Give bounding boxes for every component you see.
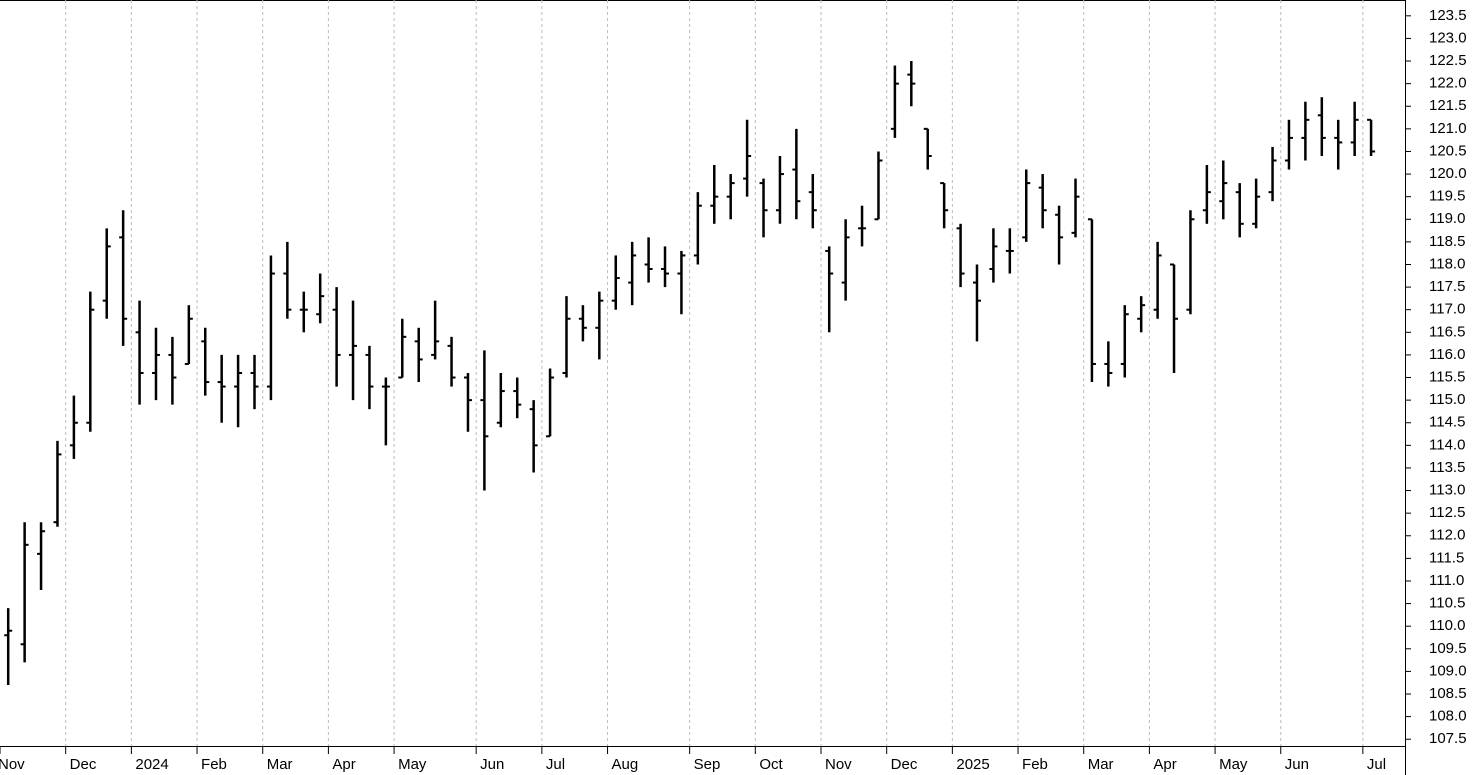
y-tick-label: 123.5 [1429, 7, 1467, 24]
y-tick-label: 112.0 [1429, 527, 1465, 544]
x-tick-label: Dec [70, 756, 97, 773]
y-tick-label: 116.5 [1429, 323, 1465, 340]
y-tick-label: 120.0 [1429, 165, 1467, 182]
x-tick-label: Nov [825, 756, 852, 773]
y-tick-label: 116.0 [1429, 346, 1465, 363]
y-tick-label: 117.0 [1429, 301, 1465, 318]
y-tick-label: 107.5 [1429, 730, 1467, 747]
x-tick-label: May [1219, 756, 1248, 773]
y-tick-label: 114.5 [1429, 414, 1465, 431]
x-tick-label: Mar [1088, 756, 1114, 773]
x-tick-label: Dec [891, 756, 918, 773]
y-tick-label: 119.0 [1429, 210, 1465, 227]
y-tick-label: 119.5 [1429, 188, 1465, 205]
y-tick-label: 120.5 [1429, 142, 1467, 159]
y-tick-label: 118.0 [1429, 255, 1465, 272]
x-tick-label: 2024 [135, 756, 168, 773]
y-tick-label: 111.0 [1429, 572, 1464, 589]
x-tick-label: Apr [332, 756, 355, 773]
y-tick-label: 113.0 [1429, 482, 1465, 499]
x-tick-label: Mar [267, 756, 293, 773]
x-tick-label: Feb [201, 756, 227, 773]
y-tick-label: 121.5 [1429, 97, 1467, 114]
x-tick-label: Feb [1022, 756, 1048, 773]
y-tick-label: 114.0 [1429, 436, 1465, 453]
y-tick-label: 108.0 [1429, 708, 1467, 725]
x-tick-label: Nov [0, 756, 25, 773]
y-tick-label: 110.5 [1429, 595, 1465, 612]
y-tick-label: 109.5 [1429, 640, 1467, 657]
y-tick-label: 112.5 [1429, 504, 1465, 521]
y-tick-label: 108.5 [1429, 685, 1467, 702]
y-tick-label: 118.5 [1429, 233, 1465, 250]
y-tick-label: 122.0 [1429, 75, 1467, 92]
x-tick-label: May [398, 756, 427, 773]
y-tick-label: 123.0 [1429, 29, 1467, 46]
y-tick-label: 110.0 [1429, 617, 1465, 634]
x-tick-label: Jul [546, 756, 565, 773]
y-tick-label: 115.0 [1429, 391, 1465, 408]
x-tick-label: Aug [612, 756, 639, 773]
x-tick-label: Jul [1367, 756, 1386, 773]
x-tick-label: 2025 [956, 756, 989, 773]
y-tick-label: 115.5 [1429, 368, 1465, 385]
x-tick-label: Sep [694, 756, 721, 773]
x-tick-label: Oct [759, 756, 783, 773]
x-tick-label: Jun [1285, 756, 1309, 773]
y-tick-label: 109.0 [1429, 662, 1467, 679]
y-tick-label: 111.5 [1429, 549, 1464, 566]
y-tick-label: 122.5 [1429, 52, 1467, 69]
x-tick-label: Jun [480, 756, 504, 773]
y-tick-label: 121.0 [1429, 120, 1467, 137]
x-tick-label: Apr [1153, 756, 1176, 773]
y-tick-label: 113.5 [1429, 459, 1465, 476]
y-tick-label: 117.5 [1429, 278, 1465, 295]
